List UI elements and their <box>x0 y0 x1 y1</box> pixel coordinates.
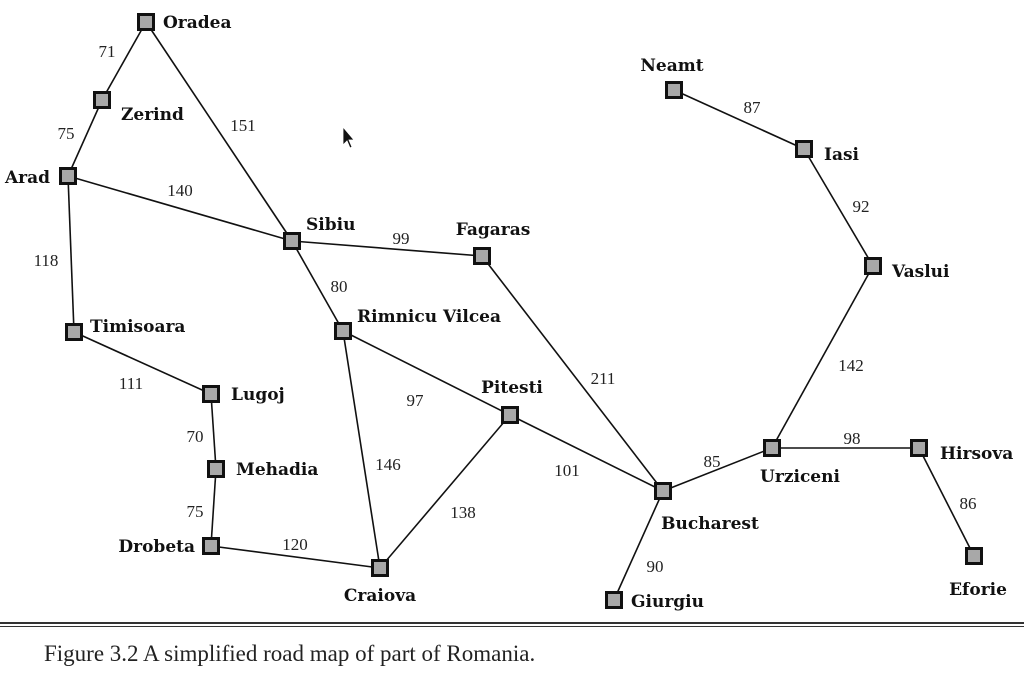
city-node-oradea <box>137 13 155 31</box>
city-label-lugoj: Lugoj <box>231 385 285 405</box>
road-hirsova-eforie <box>918 447 975 557</box>
road-zerind-arad <box>67 99 103 177</box>
distance-label-bucharest-urziceni: 85 <box>704 452 721 471</box>
city-label-mehadia: Mehadia <box>236 460 318 480</box>
road-fagaras-bucharest <box>481 255 664 492</box>
road-vaslui-iasi <box>803 148 874 267</box>
city-label-timisoara: Timisoara <box>90 317 185 337</box>
distance-label-sibiu-rimnicu-vilcea: 80 <box>331 277 348 296</box>
city-node-urziceni <box>763 439 781 457</box>
city-label-hirsova: Hirsova <box>940 444 1013 464</box>
city-node-neamt <box>665 81 683 99</box>
city-node-arad <box>59 167 77 185</box>
road-urziceni-vaslui <box>771 265 874 449</box>
caption-divider-bottom <box>0 626 1024 627</box>
city-label-sibiu: Sibiu <box>306 215 355 235</box>
city-label-vaslui: Vaslui <box>891 262 950 282</box>
distance-label-rimnicu-vilcea-pitesti: 97 <box>407 391 425 410</box>
city-node-sibiu <box>283 232 301 250</box>
city-label-rimnicu-vilcea: Rimnicu Vilcea <box>357 307 501 327</box>
road-rimnicu-vilcea-craiova <box>342 330 381 569</box>
road-edges <box>67 21 975 601</box>
city-node-craiova <box>371 559 389 577</box>
caption-divider-top <box>0 622 1024 624</box>
city-label-giurgiu: Giurgiu <box>631 592 704 612</box>
distance-label-sibiu-fagaras: 99 <box>393 229 410 248</box>
road-oradea-sibiu <box>145 21 293 242</box>
city-label-bucharest: Bucharest <box>661 514 759 534</box>
city-node-lugoj <box>202 385 220 403</box>
distance-label-lugoj-mehadia: 70 <box>187 427 204 446</box>
city-label-zerind: Zerind <box>121 105 184 125</box>
distance-label-arad-sibiu: 140 <box>167 181 193 200</box>
figure-caption: Figure 3.2 A simplified road map of part… <box>44 641 536 666</box>
distance-label-bucharest-giurgiu: 90 <box>647 557 664 576</box>
road-mehadia-drobeta <box>210 468 217 547</box>
city-label-neamt: Neamt <box>640 56 703 76</box>
distance-label-pitesti-bucharest: 101 <box>554 461 580 480</box>
road-sibiu-fagaras <box>291 240 483 257</box>
road-lugoj-mehadia <box>210 393 217 470</box>
road-bucharest-urziceni <box>662 447 773 492</box>
city-label-oradea: Oradea <box>163 13 232 33</box>
city-node-eforie <box>965 547 983 565</box>
distance-label-drobeta-craiova: 120 <box>282 535 308 554</box>
city-node-bucharest <box>654 482 672 500</box>
road-rimnicu-vilcea-pitesti <box>342 330 511 416</box>
distance-label-craiova-pitesti: 138 <box>450 503 476 522</box>
city-label-fagaras: Fagaras <box>456 220 531 240</box>
road-pitesti-bucharest <box>509 414 664 492</box>
road-craiova-pitesti <box>379 414 511 569</box>
distance-label-arad-timisoara: 118 <box>34 251 59 270</box>
city-node-vaslui <box>864 257 882 275</box>
city-label-urziceni: Urziceni <box>760 467 840 487</box>
road-arad-sibiu <box>67 175 293 242</box>
distance-label-urziceni-hirsova: 98 <box>844 429 861 448</box>
city-node-giurgiu <box>605 591 623 609</box>
city-node-zerind <box>93 91 111 109</box>
city-node-mehadia <box>207 460 225 478</box>
city-node-hirsova <box>910 439 928 457</box>
distance-label-hirsova-eforie: 86 <box>960 494 977 513</box>
road-iasi-neamt <box>673 89 805 150</box>
city-label-pitesti: Pitesti <box>481 378 543 398</box>
distance-label-iasi-neamt: 87 <box>744 98 762 117</box>
city-nodes <box>59 13 983 609</box>
distance-label-urziceni-vaslui: 142 <box>838 356 864 375</box>
distance-label-rimnicu-vilcea-craiova: 146 <box>375 455 401 474</box>
road-bucharest-giurgiu <box>613 490 664 601</box>
city-label-drobeta: Drobeta <box>118 537 195 557</box>
city-node-iasi <box>795 140 813 158</box>
city-node-pitesti <box>501 406 519 424</box>
road-distance-labels: 71 151 75 140 118 111 70 75 120 99 80 97 146 138 101 21… <box>34 42 977 576</box>
romania-road-map: 71 151 75 140 118 111 70 75 120 99 80 97 146 138 101 21… <box>4 13 1013 612</box>
city-node-rimnicu-vilcea <box>334 322 352 340</box>
distance-label-vaslui-iasi: 92 <box>853 197 870 216</box>
city-label-eforie: Eforie <box>949 580 1007 600</box>
city-node-fagaras <box>473 247 491 265</box>
road-arad-timisoara <box>67 175 75 333</box>
road-sibiu-rimnicu-vilcea <box>291 240 344 332</box>
road-drobeta-craiova <box>210 545 381 569</box>
road-timisoara-lugoj <box>73 331 212 395</box>
city-label-craiova: Craiova <box>344 586 416 606</box>
city-name-labels: Oradea Zerind Arad Timisoara Lugoj Mehadia Dro… <box>4 13 1013 612</box>
road-oradea-zerind <box>101 21 147 101</box>
distance-label-oradea-sibiu: 151 <box>230 116 256 135</box>
city-node-timisoara <box>65 323 83 341</box>
distance-label-zerind-arad: 75 <box>58 124 75 143</box>
distance-label-timisoara-lugoj: 111 <box>119 374 143 393</box>
city-label-arad: Arad <box>4 168 50 188</box>
distance-label-mehadia-drobeta: 75 <box>187 502 204 521</box>
city-label-iasi: Iasi <box>824 145 860 165</box>
distance-label-oradea-zerind: 71 <box>99 42 116 61</box>
city-node-drobeta <box>202 537 220 555</box>
distance-label-fagaras-bucharest: 211 <box>591 369 616 388</box>
